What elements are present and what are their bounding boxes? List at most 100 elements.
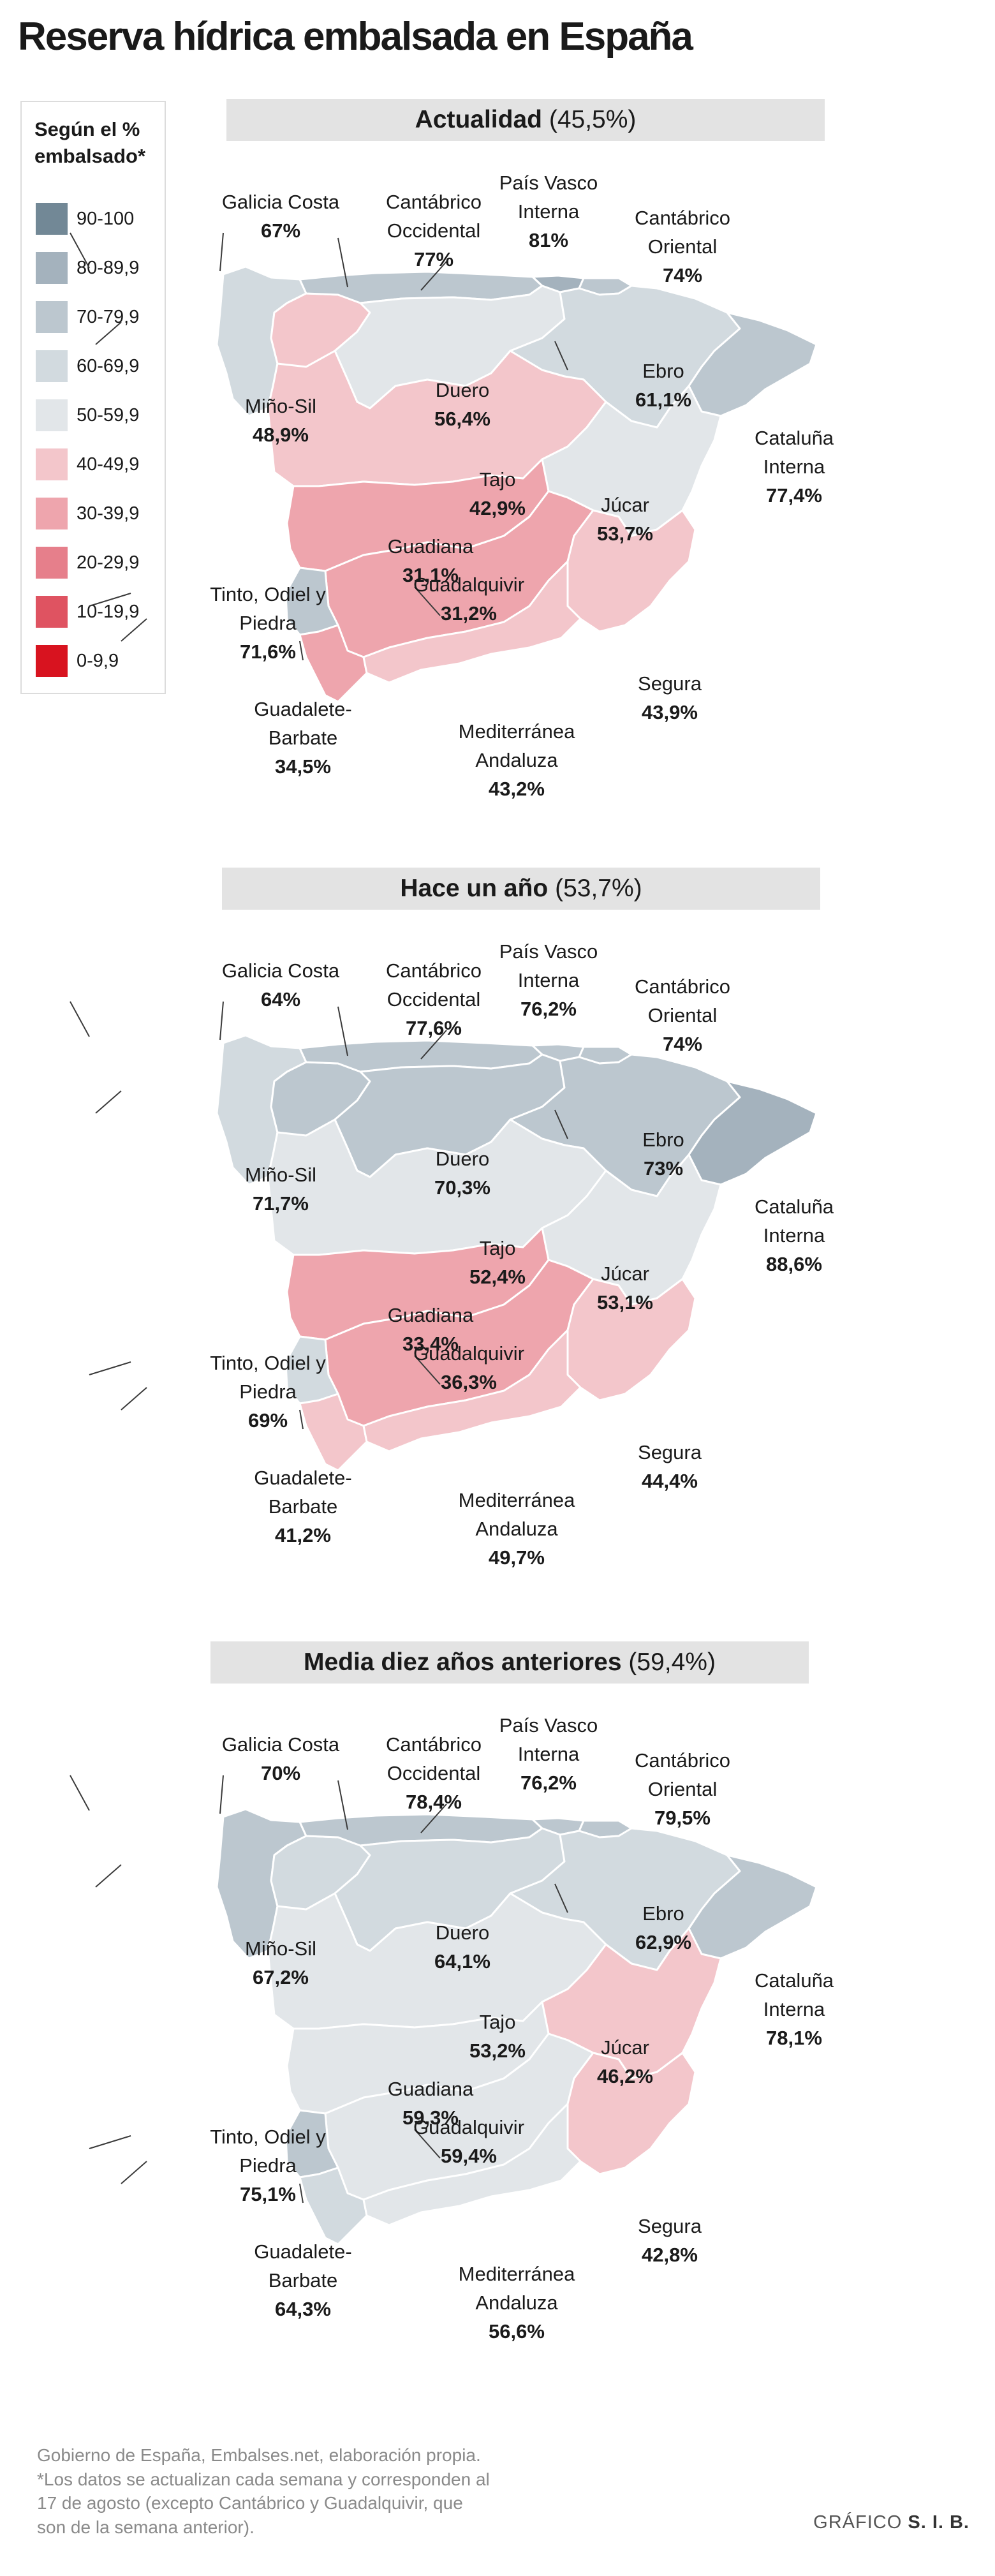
legend-item: 20-29,9: [36, 547, 163, 580]
region-name: Cantábrico Occidental: [386, 191, 482, 242]
region-value: 67,2%: [253, 1965, 309, 1988]
region-mediterranea: [362, 560, 582, 684]
region-value: 77%: [413, 248, 454, 270]
leader-line: [89, 593, 131, 607]
region-value: 61,1%: [635, 388, 691, 411]
legend-label: 80-89,9: [77, 258, 140, 278]
leader-line: [337, 1780, 348, 1830]
legend-swatch: [36, 301, 68, 333]
region-label-jucar: Júcar 53,7%: [555, 491, 695, 549]
region-label-cataluna: Cataluña Interna 78,1%: [724, 1967, 864, 2053]
region-value: 67%: [260, 219, 301, 242]
spain-basins-map: [70, 232, 818, 703]
region-name: Guadiana: [387, 2078, 474, 2100]
region-label-mino: Miño-Sil 48,9%: [210, 392, 351, 450]
map-panel-media-diez-anos: Media diez años anteriores (59,4%) Galic…: [0, 1641, 995, 2356]
region-label-tajo: Tajo 42,9%: [427, 466, 568, 523]
region-label-guadiana: Guadiana 31,1%: [360, 533, 501, 590]
panel-header: Media diez años anteriores (59,4%): [210, 1641, 809, 1684]
leader-line: [121, 2161, 147, 2184]
region-value: 64%: [260, 988, 301, 1010]
region-label-guadalquivir: Guadalquivir 31,2%: [399, 571, 539, 628]
region-label-cantabrico-ori: Cantábrico Oriental 79,5%: [612, 1747, 753, 1833]
leader-line: [420, 1030, 447, 1060]
source-note: Gobierno de España, Embalses.net, elabor…: [37, 2445, 490, 2537]
leader-line: [554, 1883, 568, 1913]
region-value: 79,5%: [654, 1806, 711, 1829]
region-value: 44,4%: [642, 1469, 698, 1492]
legend-swatch: [36, 399, 68, 431]
region-label-pais-vasco: País Vasco Interna 76,2%: [478, 938, 619, 1024]
region-label-mediterranea: Mediterránea Andaluza 56,6%: [446, 2260, 587, 2346]
region-value: 64,1%: [434, 1950, 490, 1973]
region-name: Ebro: [642, 360, 684, 382]
region-name: Ebro: [642, 1902, 684, 1925]
region-value: 70%: [260, 1761, 301, 1784]
region-name: Segura: [638, 2215, 702, 2237]
region-name: Tinto, Odiel y Piedra: [210, 2126, 326, 2177]
region-value: 88,6%: [766, 1252, 822, 1275]
region-name: Segura: [638, 672, 702, 695]
leader-line: [89, 2135, 131, 2149]
leader-line: [121, 1387, 147, 1410]
region-value: 48,9%: [253, 423, 309, 446]
map-panel-hace-un-ano: Hace un año (53,7%) Galicia Costa 64% Cant…: [0, 868, 995, 1582]
region-name: Guadalquivir: [413, 2116, 525, 2138]
leader-line: [95, 322, 122, 345]
region-value: 73%: [643, 1157, 684, 1180]
region-value: 42,8%: [642, 2243, 698, 2266]
region-value: 69%: [247, 1409, 288, 1432]
region-label-galicia: Galicia Costa 67%: [210, 188, 351, 246]
legend-item: 60-69,9: [36, 350, 163, 383]
leader-line: [414, 1355, 441, 1385]
region-name: Guadiana: [387, 1304, 474, 1326]
region-label-ebro: Ebro 62,9%: [593, 1900, 733, 1957]
region-value: 56,6%: [489, 2320, 545, 2343]
legend-title: Según el % embalsado*: [34, 118, 146, 167]
region-value: 59,4%: [441, 2144, 497, 2167]
region-name: Mediterránea Andaluza: [458, 1489, 575, 1540]
panel-title: Actualidad: [415, 106, 542, 133]
region-cataluna: [688, 1080, 818, 1186]
legend-item: 0-9,9: [36, 645, 163, 678]
region-name: Tajo: [479, 1237, 516, 1259]
region-label-cantabrico-occ: Cantábrico Occidental 77%: [364, 188, 504, 274]
region-label-guadalete: Guadalete-Barbate 64,3%: [233, 2238, 373, 2324]
region-label-cantabrico-occ: Cantábrico Occidental 78,4%: [364, 1731, 504, 1817]
legend-item: 40-49,9: [36, 448, 163, 482]
region-label-mediterranea: Mediterránea Andaluza 43,2%: [446, 718, 587, 804]
panel-title: Media diez años anteriores: [304, 1648, 622, 1676]
leader-line: [219, 232, 224, 272]
region-value: 31,1%: [402, 563, 459, 586]
region-value: 78,1%: [766, 2026, 822, 2049]
region-value: 34,5%: [275, 755, 331, 778]
region-value: 78,4%: [406, 1790, 462, 1813]
region-value: 42,9%: [469, 496, 526, 519]
spain-basins-map: [70, 1001, 818, 1472]
region-value: 46,2%: [597, 2064, 653, 2087]
region-label-guadalquivir: Guadalquivir 36,3%: [399, 1340, 539, 1397]
leader-line: [70, 232, 90, 269]
panel-title: Hace un año: [400, 875, 549, 902]
legend-swatch: [36, 350, 68, 382]
region-label-guadalete: Guadalete-Barbate 34,5%: [233, 695, 373, 781]
region-value: 49,7%: [489, 1546, 545, 1569]
legend-label: 40-49,9: [77, 454, 140, 475]
region-name: Tajo: [479, 2011, 516, 2033]
region-guadalete: [298, 624, 368, 703]
legend-swatch: [36, 596, 68, 628]
leader-line: [299, 640, 304, 661]
leader-line: [89, 1361, 131, 1375]
region-guadalete: [298, 2166, 368, 2246]
region-name: Galicia Costa: [221, 1733, 340, 1756]
region-value: 31,2%: [441, 602, 497, 625]
leader-line: [414, 586, 441, 616]
graphic-credit: GRÁFICO S. I. B.: [813, 2512, 969, 2533]
region-name: Júcar: [601, 1262, 649, 1285]
region-value: 77,4%: [766, 484, 822, 507]
region-name: Cantábrico Oriental: [635, 975, 730, 1026]
panel-subtitle: (45,5%): [549, 106, 637, 133]
legend-item: 10-19,9: [36, 596, 163, 629]
region-label-mino: Miño-Sil 67,2%: [210, 1935, 351, 1992]
region-label-tajo: Tajo 52,4%: [427, 1234, 568, 1292]
